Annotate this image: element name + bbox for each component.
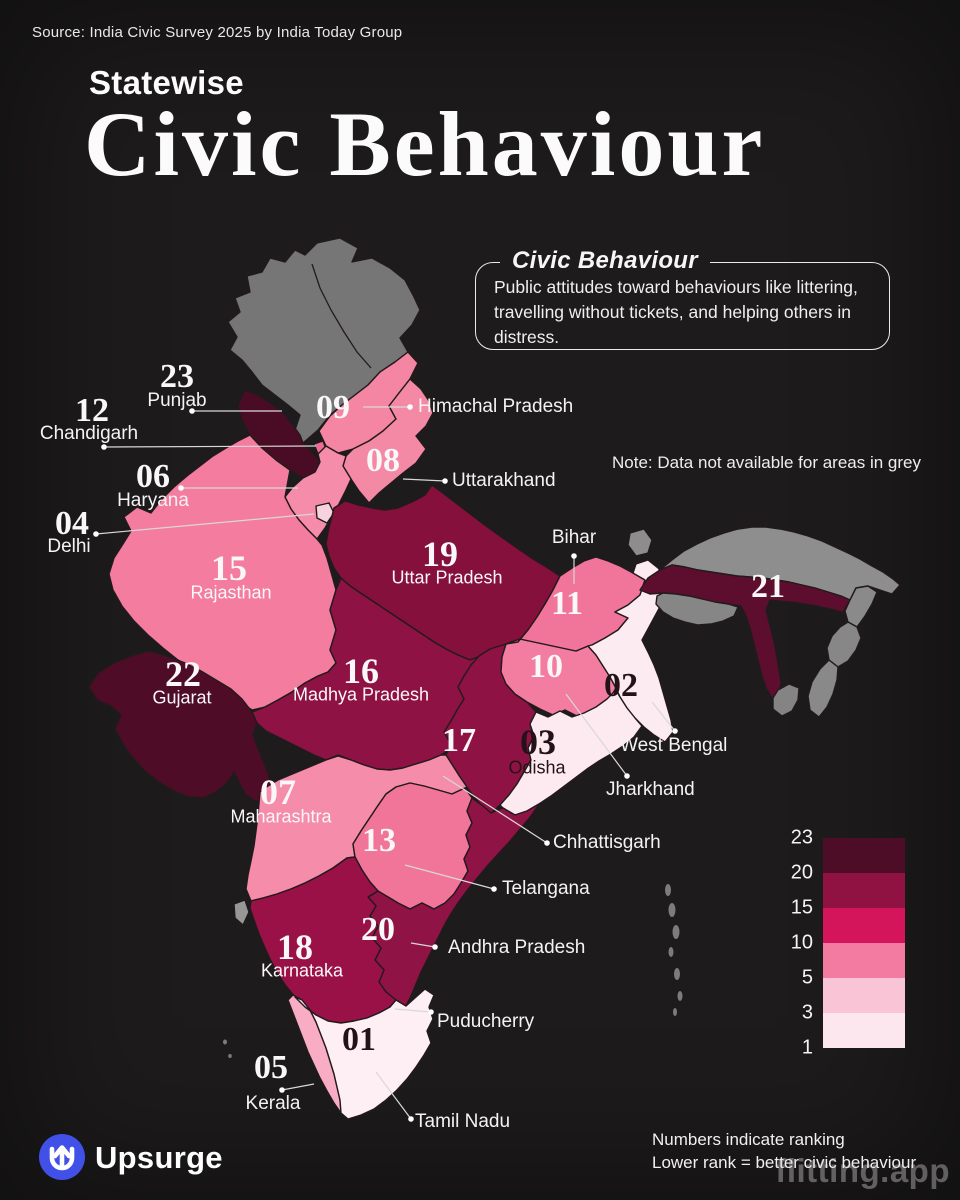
leader-line-andhra_pradesh — [410, 942, 436, 948]
legend-tick-5: 5 — [801, 966, 813, 989]
brand-name: Upsurge — [95, 1140, 223, 1175]
leader-dot-jharkhand — [624, 773, 630, 779]
leader-line-chandigarh — [103, 445, 317, 448]
ranking-note-line2: Lower rank = better civic behaviour — [652, 1153, 917, 1173]
island-dot — [672, 925, 680, 939]
watermark: flitting.app — [775, 1152, 950, 1189]
legend-band-1 — [823, 873, 905, 908]
state-tripura — [772, 683, 800, 717]
island-dot — [673, 1008, 677, 1016]
title-kicker: Statewise — [89, 64, 244, 101]
legend-band-0 — [823, 838, 905, 873]
island-dot — [665, 884, 671, 896]
island-dot — [668, 947, 674, 957]
leader-dot-bihar — [571, 553, 577, 559]
state-uttarakhand — [342, 378, 434, 504]
island-dot — [228, 1054, 232, 1058]
leader-dot-delhi — [93, 531, 99, 537]
definition-box-title: Civic Behaviour — [500, 247, 710, 275]
leader-dot-telangana — [491, 886, 497, 892]
leader-dot-haryana — [178, 485, 184, 491]
state-meghalaya — [655, 592, 739, 626]
state-manipur — [826, 621, 862, 668]
leader-dot-punjab — [189, 408, 195, 414]
state-mizoram — [807, 659, 839, 718]
state-karnataka — [249, 856, 397, 1024]
grey-areas-note: Note: Data not available for areas in gr… — [612, 453, 922, 472]
legend-band-2 — [823, 908, 905, 943]
ranking-note: Numbers indicate ranking Lower rank = be… — [652, 1128, 916, 1175]
leader-line-puducherry — [394, 1008, 432, 1013]
state-odisha — [499, 689, 643, 816]
legend-tick-15: 15 — [790, 896, 813, 919]
legend-tick-10: 10 — [790, 931, 813, 954]
state-goa — [233, 899, 250, 926]
legend-band-4 — [823, 978, 905, 1013]
leader-line-telangana — [404, 864, 495, 890]
legend-band-5 — [823, 1013, 905, 1048]
leader-line-chhattisgarh — [442, 775, 548, 844]
definition-box-body: Public attitudes toward behaviours like … — [494, 277, 858, 347]
leader-line-tamil_nadu — [375, 1071, 412, 1120]
state-gujarat — [88, 650, 272, 803]
state-tamil_nadu — [294, 988, 435, 1120]
state-west_bengal — [587, 559, 674, 743]
upsurge-logo-icon — [39, 1134, 85, 1180]
leader-dot-andhra_pradesh — [432, 944, 438, 950]
source-line: Source: India Civic Survey 2025 by India… — [32, 24, 403, 41]
leader-dot-chandigarh — [101, 444, 107, 450]
jk-ladakh-divide-line — [311, 263, 372, 369]
ranking-note-line1: Numbers indicate ranking — [652, 1130, 845, 1149]
leader-dot-west_bengal — [672, 728, 678, 734]
leader-line-uttarakhand — [402, 478, 446, 482]
leader-dot-tamil_nadu — [408, 1116, 414, 1122]
legend-tick-20: 20 — [790, 861, 813, 884]
state-sikkim — [627, 528, 653, 557]
island-dot — [674, 968, 680, 980]
leader-dot-uttarakhand — [442, 478, 448, 484]
legend-tick-1: 1 — [801, 1036, 813, 1059]
legend-band-3 — [823, 943, 905, 978]
leader-dot-himachal — [407, 404, 413, 410]
leader-dot-chhattisgarh — [544, 840, 550, 846]
definition-box: Civic Behaviour Public attitudes toward … — [475, 247, 890, 350]
state-delhi — [315, 502, 335, 524]
island-dot — [668, 903, 676, 917]
legend-tick-23: 23 — [790, 826, 813, 849]
island-dot — [677, 991, 683, 1001]
leader-line-kerala — [281, 1083, 315, 1091]
leader-dot-puducherry — [428, 1009, 434, 1015]
leader-line-delhi — [95, 513, 315, 535]
island-dot — [223, 1039, 227, 1045]
leader-dot-kerala — [279, 1087, 285, 1093]
legend-tick-3: 3 — [801, 1001, 813, 1024]
state-nagaland — [844, 585, 878, 628]
leader-line-jharkhand — [565, 693, 628, 777]
leader-line-west_bengal — [651, 701, 676, 732]
page-title: Civic Behaviour — [84, 93, 766, 195]
